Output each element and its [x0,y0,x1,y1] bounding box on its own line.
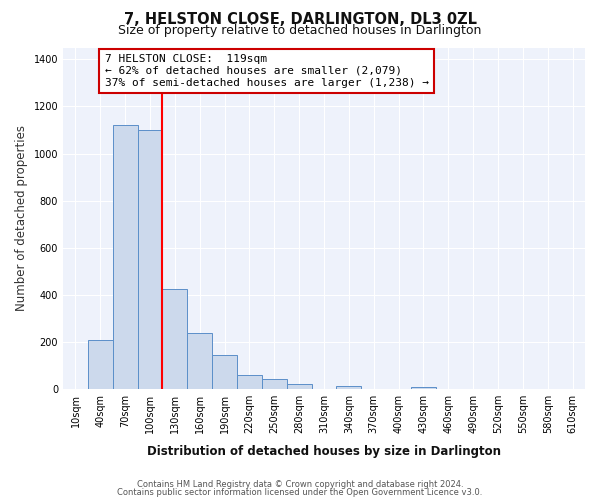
Text: Size of property relative to detached houses in Darlington: Size of property relative to detached ho… [118,24,482,37]
Bar [88,340,113,389]
Bar [411,387,436,389]
Text: Contains public sector information licensed under the Open Government Licence v3: Contains public sector information licen… [118,488,482,497]
Y-axis label: Number of detached properties: Number of detached properties [15,126,28,312]
Bar [187,332,212,389]
Bar [137,130,163,389]
Bar [212,355,237,389]
Text: 7 HELSTON CLOSE:  119sqm
← 62% of detached houses are smaller (2,079)
37% of sem: 7 HELSTON CLOSE: 119sqm ← 62% of detache… [105,54,429,88]
Text: 7, HELSTON CLOSE, DARLINGTON, DL3 0ZL: 7, HELSTON CLOSE, DARLINGTON, DL3 0ZL [124,12,476,28]
Text: Contains HM Land Registry data © Crown copyright and database right 2024.: Contains HM Land Registry data © Crown c… [137,480,463,489]
Bar [287,384,311,389]
X-axis label: Distribution of detached houses by size in Darlington: Distribution of detached houses by size … [147,444,501,458]
Bar [163,289,187,389]
Bar [337,386,361,389]
Bar [113,126,137,389]
Bar [237,375,262,389]
Bar [262,378,287,389]
